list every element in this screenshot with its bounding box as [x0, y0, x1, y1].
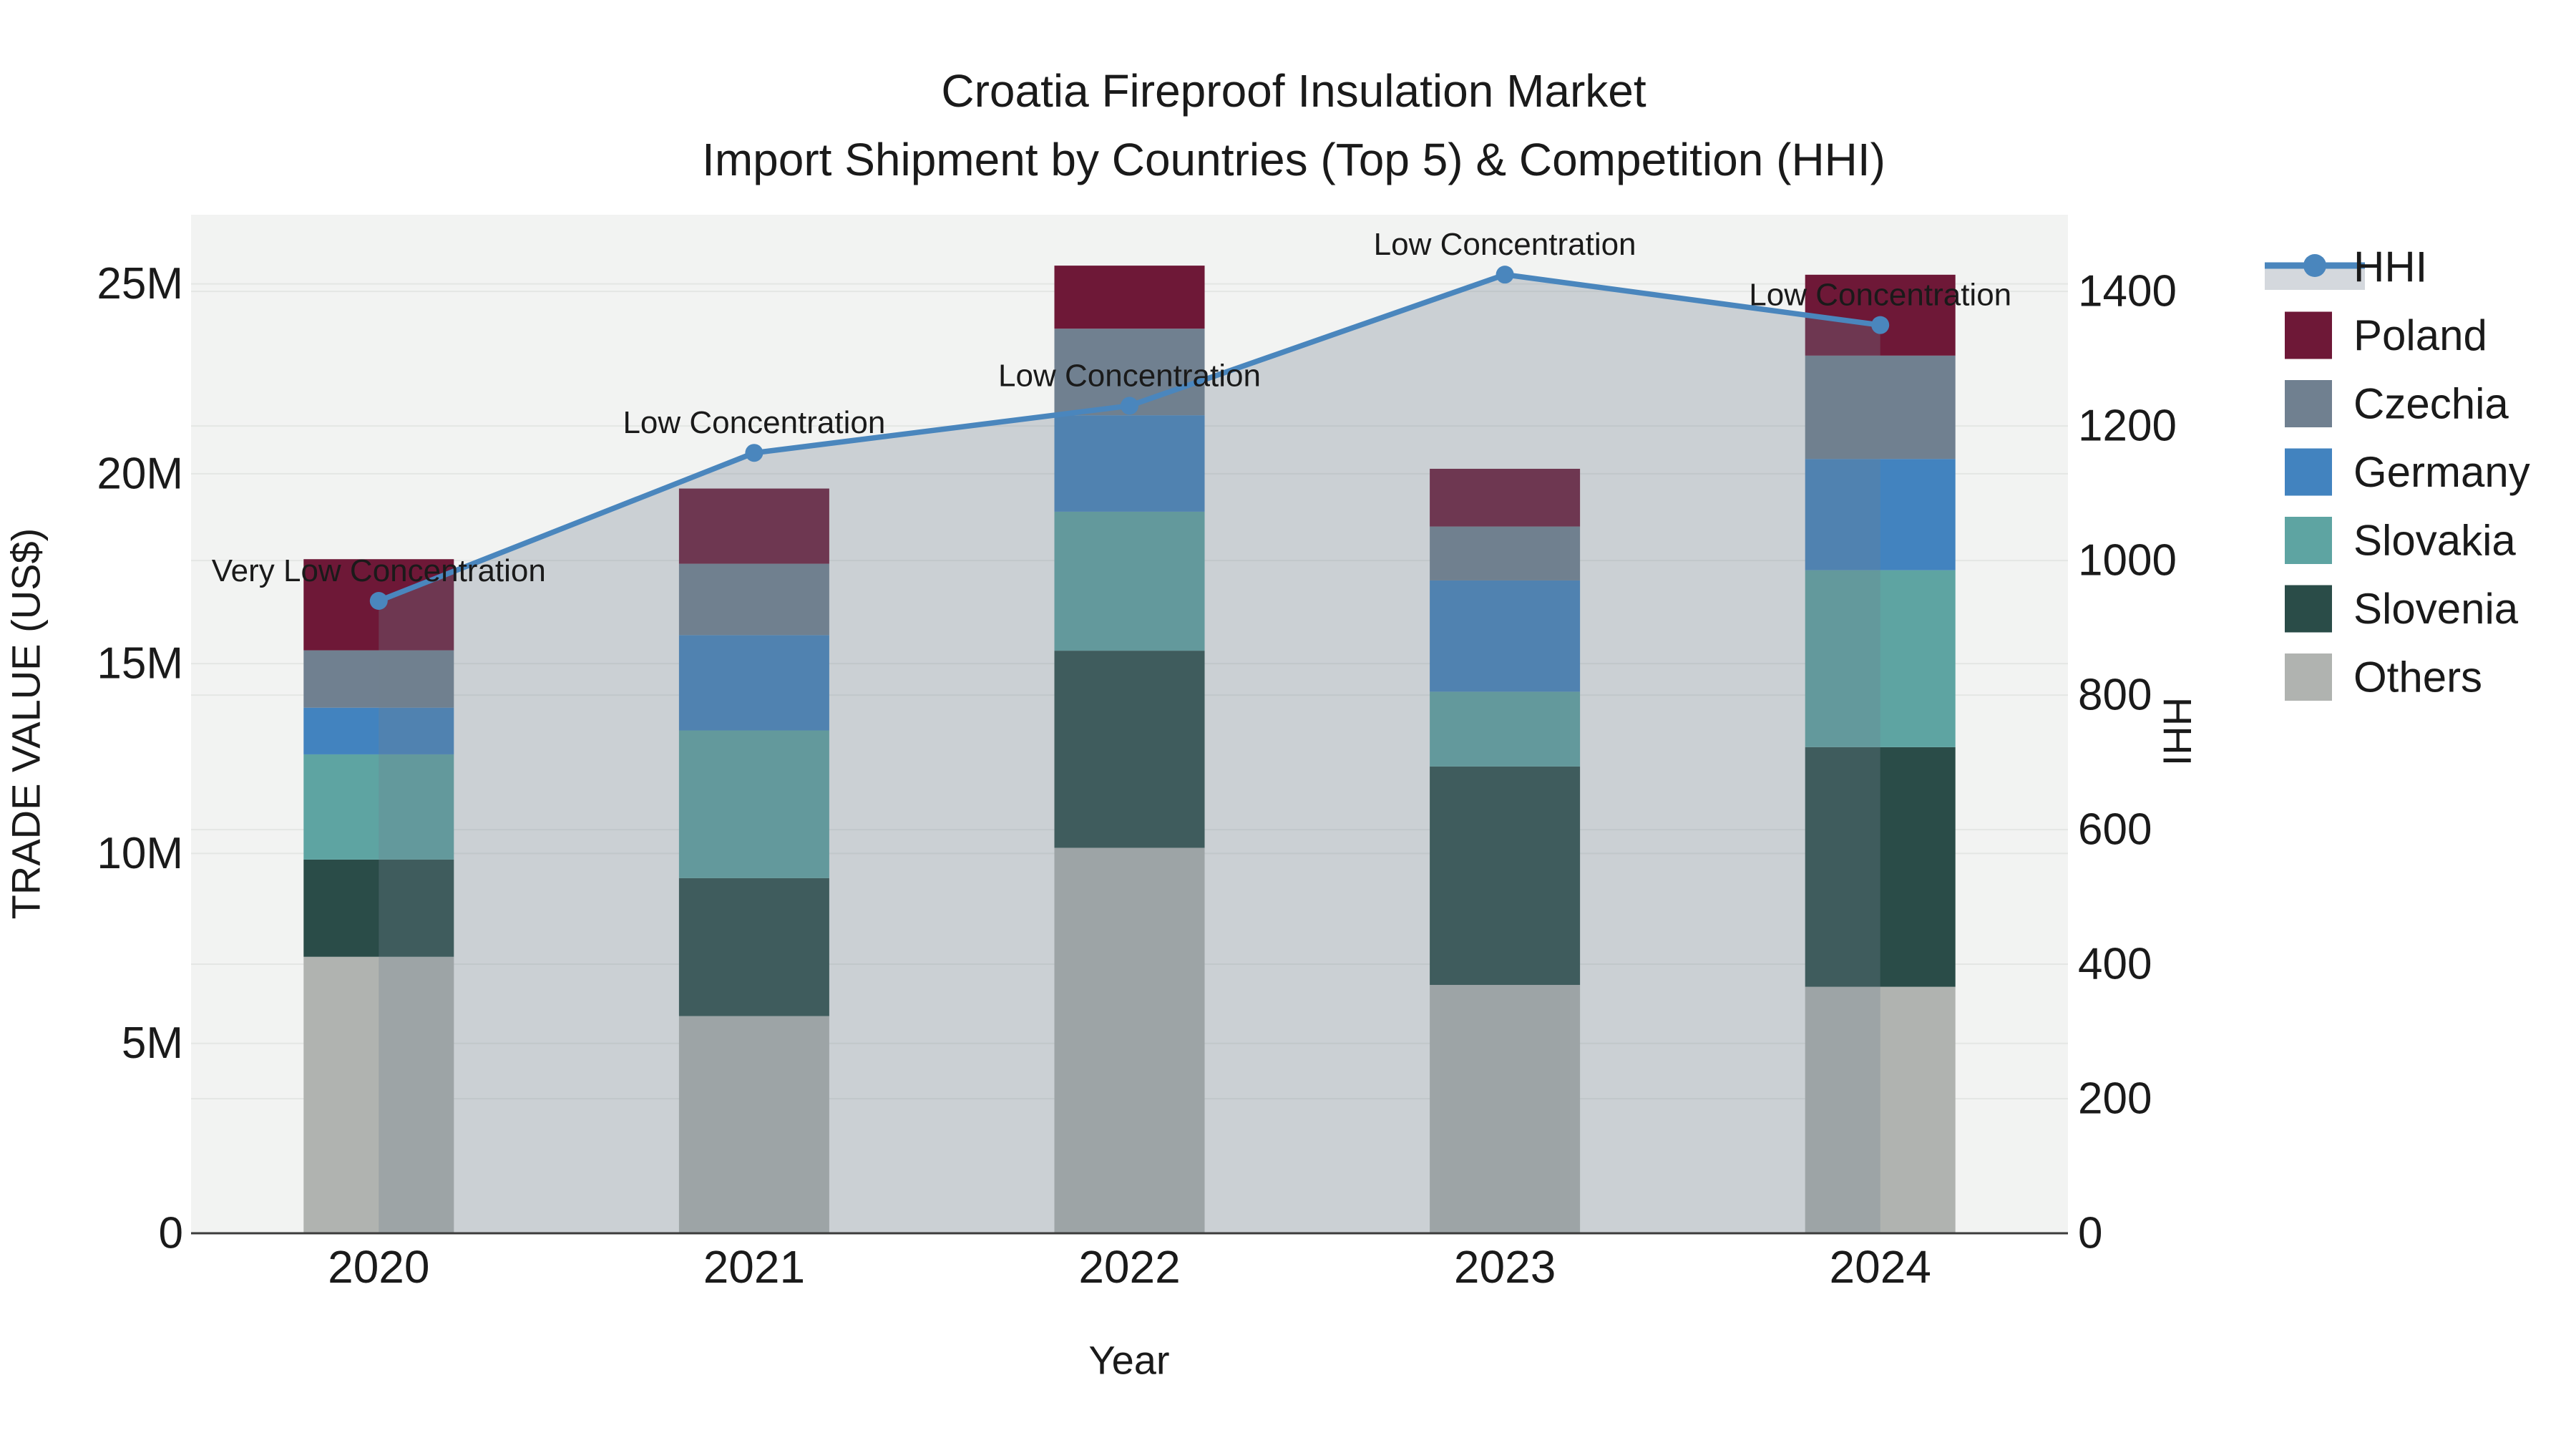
legend-item-czechia[interactable]: Czechia	[2285, 380, 2509, 428]
bar-segment-2024-slovakia[interactable]	[1805, 570, 1956, 747]
y-left-tick-label: 5M	[122, 1019, 183, 1068]
bar-layer	[303, 266, 1956, 1233]
y-left-tick-label: 0	[159, 1209, 183, 1258]
bar-segment-2021-germany[interactable]	[678, 635, 829, 731]
x-axis-title: Year	[1088, 1338, 1169, 1383]
legend: HHI Poland Czechia Germany Slovakia Slovenia O…	[2265, 243, 2530, 701]
hhi-marker-2020[interactable]	[369, 591, 388, 610]
hhi-line-layer	[369, 266, 1890, 610]
hhi-marker-2024[interactable]	[1871, 316, 1890, 334]
bar-segment-2020-slovakia[interactable]	[303, 754, 454, 860]
legend-label-poland: Poland	[2353, 311, 2487, 359]
x-tick-label-2021: 2021	[703, 1241, 805, 1293]
y-left-tick-label: 20M	[97, 449, 183, 498]
bar-segment-2021-poland[interactable]	[678, 488, 829, 564]
legend-label-germany: Germany	[2353, 448, 2530, 496]
bar-segment-2023-slovakia[interactable]	[1430, 691, 1581, 767]
annotation-2021: Low Concentration	[623, 405, 885, 440]
x-tick-label-2022: 2022	[1078, 1241, 1180, 1293]
bar-segment-2024-others[interactable]	[1805, 986, 1956, 1233]
legend-swatch-germany	[2285, 448, 2332, 496]
legend-label-others: Others	[2353, 653, 2482, 701]
axis-layer: 0 5M 10M 15M 20M 25M 0 200 400 600 800 1000 1200 1400…	[97, 259, 2177, 1293]
legend-swatch-others	[2285, 653, 2332, 701]
bar-segment-2024-poland[interactable]	[1805, 274, 1956, 356]
bar-segment-2021-others[interactable]	[678, 1016, 829, 1233]
bar-segment-2024-czechia[interactable]	[1805, 355, 1956, 460]
hhi-marker-2021[interactable]	[745, 444, 763, 462]
bar-segment-2023-others[interactable]	[1430, 985, 1581, 1233]
legend-label-slovenia: Slovenia	[2353, 585, 2519, 633]
y-left-tick-label: 15M	[97, 639, 183, 689]
legend-item-slovenia[interactable]: Slovenia	[2285, 585, 2519, 633]
y-left-axis-title: TRADE VALUE (US$)	[4, 528, 49, 920]
bar-segment-2023-slovenia[interactable]	[1430, 766, 1581, 986]
hhi-marker-legend-icon	[2303, 254, 2326, 277]
bar-segment-2020-czechia[interactable]	[303, 650, 454, 708]
y-right-tick-label: 400	[2078, 940, 2152, 989]
bar-segment-2021-slovakia[interactable]	[678, 730, 829, 878]
legend-swatch-slovenia	[2285, 585, 2332, 633]
bar-segment-2023-czechia[interactable]	[1430, 526, 1581, 580]
legend-label-slovakia: Slovakia	[2353, 517, 2516, 565]
bar-segment-2024-slovenia[interactable]	[1805, 747, 1956, 987]
legend-item-others[interactable]: Others	[2285, 653, 2482, 701]
bar-segment-2021-czechia[interactable]	[678, 563, 829, 636]
bar-segment-2023-germany[interactable]	[1430, 580, 1581, 692]
annotation-2020: Very Low Concentration	[212, 553, 546, 588]
bar-segment-2022-others[interactable]	[1054, 847, 1205, 1233]
bar-segment-2020-others[interactable]	[303, 956, 454, 1233]
bar-segment-2020-germany[interactable]	[303, 707, 454, 754]
annotation-layer: Very Low Concentration Low Concentration L…	[212, 227, 2011, 588]
y-right-axis-title: HHI	[2155, 697, 2200, 766]
legend-item-hhi[interactable]: HHI	[2265, 243, 2427, 291]
x-tick-label-2023: 2023	[1454, 1241, 1556, 1293]
y-left-tick-label: 10M	[97, 829, 183, 878]
y-left-tick-label: 25M	[97, 259, 183, 308]
y-right-tick-label: 0	[2078, 1209, 2102, 1258]
x-tick-label-2024: 2024	[1830, 1241, 1931, 1293]
y-right-tick-label: 600	[2078, 805, 2152, 855]
y-right-tick-label: 1000	[2078, 536, 2177, 585]
y-right-tick-label: 1400	[2078, 267, 2177, 316]
y-right-tick-label: 800	[2078, 671, 2152, 720]
bar-segment-2023-poland[interactable]	[1430, 468, 1581, 527]
hhi-marker-2022[interactable]	[1121, 397, 1138, 415]
legend-swatch-czechia	[2285, 380, 2332, 427]
y-right-tick-label: 1200	[2078, 402, 2177, 451]
legend-label-hhi: HHI	[2353, 243, 2427, 291]
hhi-marker-2023[interactable]	[1496, 266, 1514, 284]
hhi-area-layer	[379, 274, 1880, 1233]
bar-segment-2024-germany[interactable]	[1805, 459, 1956, 570]
hhi-area-fill	[379, 274, 1880, 1233]
legend-swatch-slovakia	[2285, 517, 2332, 564]
bar-segment-2022-poland[interactable]	[1054, 266, 1205, 329]
y-right-tick-label: 200	[2078, 1074, 2152, 1124]
legend-item-slovakia[interactable]: Slovakia	[2285, 517, 2516, 565]
legend-swatch-poland	[2285, 311, 2332, 359]
legend-label-czechia: Czechia	[2353, 380, 2509, 428]
legend-item-poland[interactable]: Poland	[2285, 311, 2487, 359]
bar-segment-2020-slovenia[interactable]	[303, 859, 454, 957]
bar-segment-2022-germany[interactable]	[1054, 415, 1205, 512]
bar-segment-2022-slovakia[interactable]	[1054, 511, 1205, 651]
annotation-2022: Low Concentration	[998, 358, 1261, 393]
chart-title-line2: Import Shipment by Countries (Top 5) & C…	[702, 134, 1885, 185]
chart-title-line1: Croatia Fireproof Insulation Market	[941, 65, 1646, 117]
bar-segment-2021-slovenia[interactable]	[678, 878, 829, 1016]
bar-segment-2022-slovenia[interactable]	[1054, 651, 1205, 848]
annotation-2023: Low Concentration	[1374, 227, 1636, 262]
annotation-2024: Low Concentration	[1749, 278, 2011, 313]
legend-item-germany[interactable]: Germany	[2285, 448, 2530, 496]
x-tick-label-2020: 2020	[328, 1241, 429, 1293]
